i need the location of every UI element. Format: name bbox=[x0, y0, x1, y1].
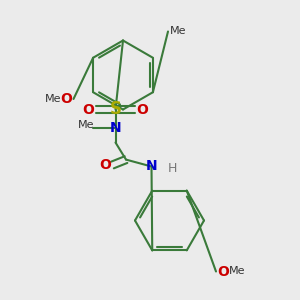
Text: N: N bbox=[110, 121, 121, 134]
Text: S: S bbox=[110, 100, 122, 118]
Text: Me: Me bbox=[229, 266, 245, 277]
Text: O: O bbox=[60, 92, 72, 106]
Text: O: O bbox=[82, 103, 94, 116]
Text: Me: Me bbox=[78, 119, 94, 130]
Text: N: N bbox=[146, 160, 157, 173]
Text: O: O bbox=[136, 103, 148, 116]
Text: Me: Me bbox=[169, 26, 186, 37]
Text: H: H bbox=[168, 161, 177, 175]
Text: Me: Me bbox=[45, 94, 62, 104]
Text: O: O bbox=[99, 158, 111, 172]
Text: O: O bbox=[218, 265, 230, 278]
